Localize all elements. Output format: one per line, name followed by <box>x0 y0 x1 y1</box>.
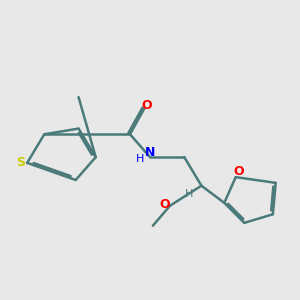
Text: N: N <box>145 146 155 158</box>
Text: O: O <box>142 99 152 112</box>
Text: H: H <box>184 189 193 199</box>
Text: S: S <box>16 156 26 170</box>
Text: O: O <box>234 165 244 178</box>
Text: O: O <box>160 198 170 211</box>
Text: H: H <box>136 154 144 164</box>
